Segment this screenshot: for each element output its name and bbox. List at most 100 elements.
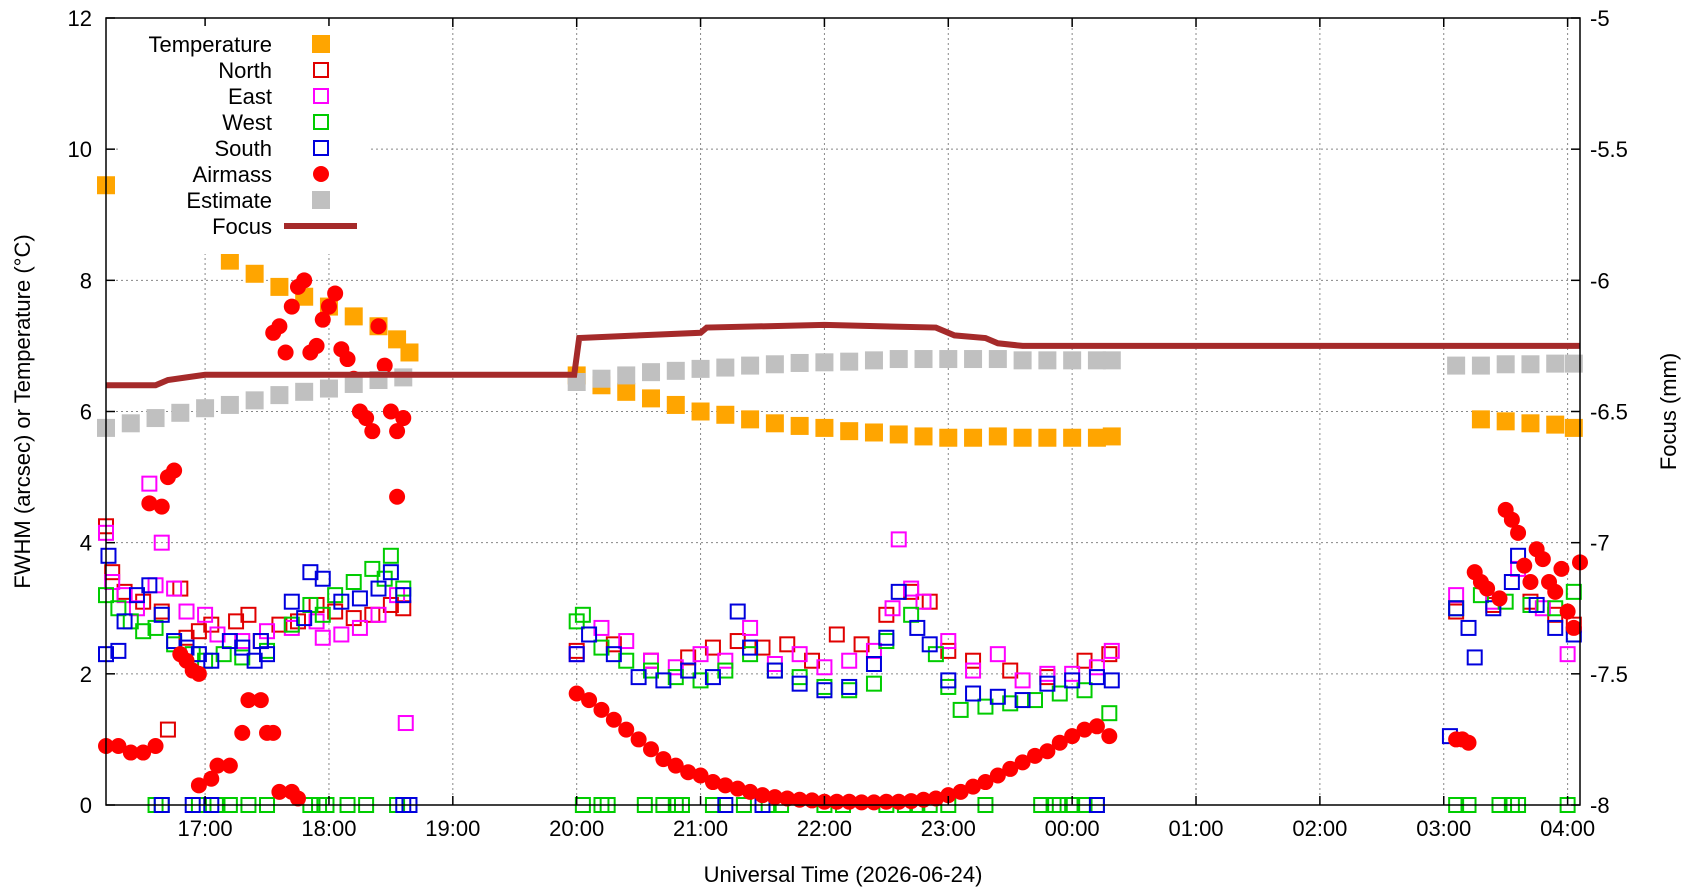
airmass-point	[915, 791, 932, 808]
airmass-point	[692, 767, 709, 784]
south-point	[655, 672, 672, 689]
estimate-point	[1447, 356, 1466, 375]
airmass-point	[853, 794, 870, 811]
legend-label: West	[222, 110, 272, 135]
estimate-point	[964, 350, 983, 369]
legend-item-west: West	[222, 110, 329, 135]
east-point	[890, 531, 907, 548]
temperature-point	[964, 428, 983, 447]
temperature-point	[741, 410, 760, 429]
estimate-point	[344, 374, 363, 393]
series-estimate	[97, 350, 1583, 437]
estimate-point	[592, 369, 611, 388]
west-point	[574, 606, 591, 623]
temperature-point	[1038, 428, 1057, 447]
east-point	[965, 662, 982, 679]
estimate-point	[270, 386, 289, 405]
airmass-point	[376, 357, 393, 374]
x-tick-label: 17:00	[178, 816, 233, 841]
legend-swatch	[313, 114, 329, 130]
y-tick-label: 12	[68, 6, 92, 31]
axis-layer: 17:00 18:00 19:00 20:00 21:00 22:00 23:00 00:00…	[68, 6, 1628, 841]
legend-label: North	[218, 58, 272, 83]
east-point	[1039, 665, 1056, 682]
south-point	[1547, 619, 1564, 636]
south-point	[605, 646, 622, 663]
east-point	[742, 619, 759, 636]
south-point	[791, 675, 808, 692]
estimate-point	[864, 351, 883, 370]
estimate-point	[1471, 356, 1490, 375]
south-point	[1088, 669, 1105, 686]
temperature-point	[270, 277, 289, 296]
legend-swatch	[313, 140, 329, 156]
west-point	[314, 606, 331, 623]
south-point	[283, 593, 300, 610]
estimate-point	[642, 363, 661, 382]
temperature-point	[790, 416, 809, 435]
data-layer	[97, 176, 1588, 813]
south-point	[878, 629, 895, 646]
airmass-point	[296, 272, 313, 289]
east-point	[717, 652, 734, 669]
temperature-point	[642, 389, 661, 408]
south-point	[890, 583, 907, 600]
temperature-point	[914, 427, 933, 446]
south-point	[1466, 649, 1483, 666]
temperature-point	[1496, 412, 1515, 431]
airmass-point	[141, 495, 158, 512]
temperature-point	[691, 402, 710, 421]
south-point	[680, 662, 697, 679]
south-point	[314, 570, 331, 587]
west-point	[952, 701, 969, 718]
south-point	[1460, 619, 1477, 636]
east-point	[643, 652, 660, 669]
airmass-point	[190, 665, 207, 682]
airmass-point	[779, 790, 796, 807]
x-tick-label: 21:00	[673, 816, 728, 841]
y2-tick-label: -5	[1590, 6, 1610, 31]
north-point	[240, 606, 257, 623]
east-point	[692, 646, 709, 663]
south-point	[729, 603, 746, 620]
x-axis-label: Universal Time (2026-06-24)	[704, 862, 983, 887]
airmass-point	[234, 724, 251, 741]
airmass-point	[320, 298, 337, 315]
airmass-point	[240, 692, 257, 709]
east-point	[989, 646, 1006, 663]
airmass-point	[1491, 590, 1508, 607]
south-point	[568, 646, 585, 663]
estimate-point	[914, 350, 933, 369]
estimate-point	[790, 353, 809, 372]
airmass-point	[289, 790, 306, 807]
airmass-point	[1565, 619, 1582, 636]
temperature-point	[1546, 415, 1565, 434]
legend-swatch	[313, 88, 329, 104]
airmass-point	[791, 791, 808, 808]
airmass-point	[568, 685, 585, 702]
south-point	[909, 619, 926, 636]
estimate-point	[1521, 355, 1540, 374]
south-point	[1064, 672, 1081, 689]
airmass-point	[1522, 574, 1539, 591]
east-point	[618, 633, 635, 650]
temperature-point	[840, 422, 859, 441]
east-point	[351, 619, 368, 636]
airmass-point	[754, 787, 771, 804]
legend-label: East	[228, 84, 272, 109]
y2-tick-label: -6.5	[1590, 400, 1628, 425]
east-point	[314, 629, 331, 646]
series-airmass	[98, 272, 1588, 811]
airmass-point	[209, 757, 226, 774]
north-point	[159, 721, 176, 738]
airmass-point	[147, 737, 164, 754]
airmass-point	[395, 410, 412, 427]
north-point	[643, 652, 660, 669]
airmass-point	[389, 423, 406, 440]
south-point	[370, 580, 387, 597]
focus-line	[106, 321, 1580, 389]
south-point	[296, 610, 313, 627]
east-point	[1448, 587, 1465, 604]
airmass-point	[618, 721, 635, 738]
